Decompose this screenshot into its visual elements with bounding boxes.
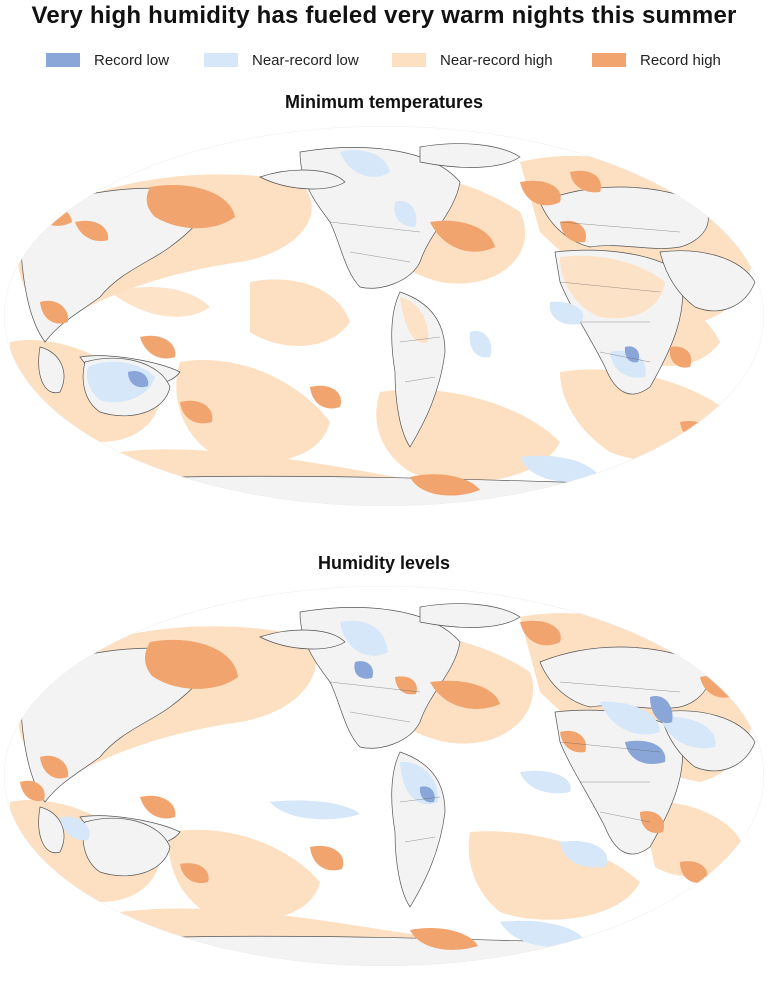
world-map-svg [0,582,768,974]
legend-swatch-near-record-high [392,53,426,67]
legend-swatch-record-low [46,53,80,67]
world-map-svg [0,122,768,522]
legend-item-record-high: Record high [592,50,721,70]
map-minimum-temperatures [0,122,768,522]
legend-label: Record high [640,52,721,69]
legend-swatch-near-record-low [204,53,238,67]
legend-label: Near-record low [252,52,359,69]
legend-swatch-record-high [592,53,626,67]
map-humidity-levels [0,582,768,982]
legend-label: Record low [94,52,169,69]
legend-item-near-record-high: Near-record high [392,50,553,70]
antarctica [60,936,740,972]
antarctica [60,476,740,516]
map-title-humidity-levels: Humidity levels [0,553,768,574]
chart-title: Very high humidity has fueled very warm … [0,2,768,30]
legend-label: Near-record high [440,52,553,69]
map-title-minimum-temperatures: Minimum temperatures [0,92,768,113]
legend-item-record-low: Record low [46,50,169,70]
legend-item-near-record-low: Near-record low [204,50,359,70]
legend: Record low Near-record low Near-record h… [0,50,768,72]
